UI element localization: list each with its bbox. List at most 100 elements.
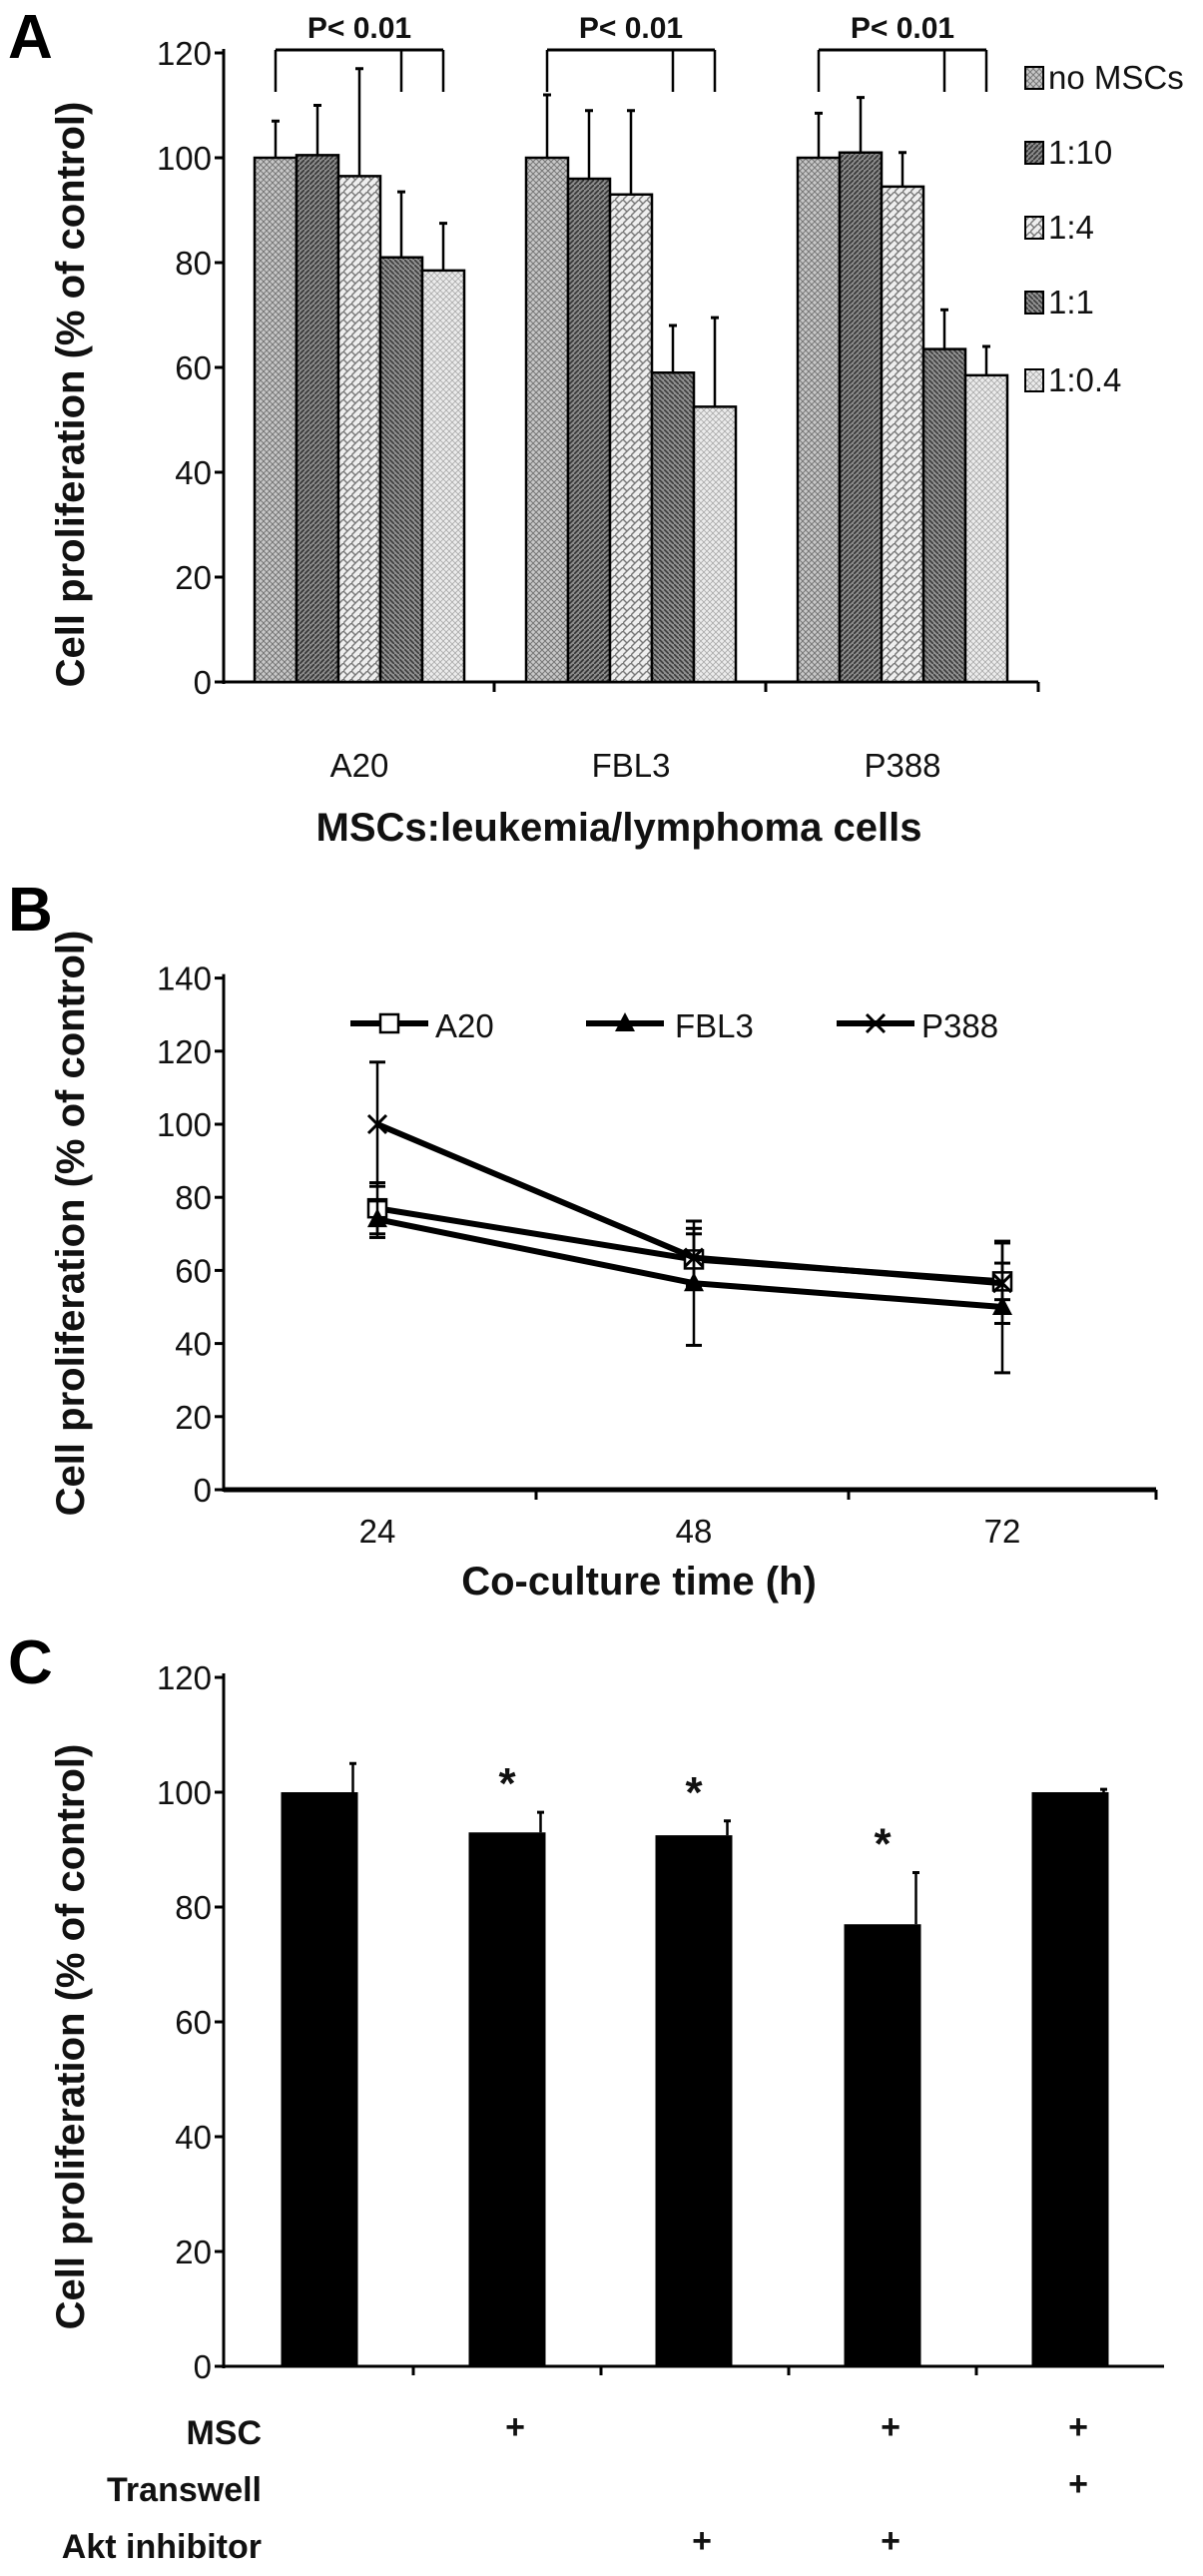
significance-bracket	[817, 48, 988, 92]
plus-mark: +	[692, 2522, 712, 2560]
p-value-label: P< 0.01	[579, 12, 683, 45]
y-tick-label: 80	[175, 245, 212, 282]
y-tick-label: 40	[175, 2119, 212, 2156]
x-tick-label: A20	[330, 747, 389, 784]
plus-mark: +	[505, 2408, 525, 2446]
bar	[796, 156, 842, 684]
bar	[420, 269, 466, 684]
bar	[1031, 1792, 1109, 2366]
legend-swatch	[1024, 66, 1044, 90]
bar	[655, 1835, 733, 2366]
x-tick-label: 72	[984, 1513, 1021, 1550]
y-axis-title: Cell proliferation (% of control)	[49, 1744, 93, 2330]
legend-item	[1024, 216, 1044, 240]
y-tick-label: 0	[194, 2348, 212, 2385]
y-tick-label: 100	[157, 140, 212, 177]
bar-2	[468, 1810, 546, 2366]
y-tick-label: 80	[175, 1179, 212, 1216]
plus-mark: +	[881, 2408, 901, 2446]
y-axis-title: Cell proliferation (% of control)	[49, 931, 93, 1517]
bar	[253, 156, 299, 684]
bar	[566, 177, 612, 684]
legend-item	[586, 1012, 664, 1031]
bar	[524, 156, 570, 684]
bar-5	[1031, 1787, 1109, 2366]
legend-item	[1024, 368, 1044, 392]
legend-swatch	[1024, 368, 1044, 392]
legend-item	[1024, 291, 1044, 315]
bar	[468, 1832, 546, 2366]
bar-group-fbl3	[524, 93, 738, 684]
y-tick-label: 20	[175, 559, 212, 596]
y-tick-label: 0	[194, 1472, 212, 1509]
legend-swatch	[1024, 291, 1044, 315]
legend-label: 1:4	[1048, 209, 1094, 246]
y-tick-label: 60	[175, 349, 212, 386]
bar	[838, 151, 884, 684]
y-axis-title: Cell proliferation (% of control)	[49, 102, 93, 688]
x-tick-label: 48	[676, 1513, 713, 1550]
y-tick-label: 140	[157, 961, 212, 997]
x-marker	[991, 1273, 1013, 1294]
series-line	[376, 1205, 1003, 1285]
legend-item	[350, 1012, 428, 1034]
legend-label: 1:10	[1048, 134, 1112, 171]
significance-asterisk: *	[498, 1759, 516, 1808]
condition-label: MSC	[186, 2414, 262, 2452]
x-marker	[683, 1247, 705, 1268]
bar	[921, 347, 967, 684]
p-value-label: P< 0.01	[851, 12, 954, 45]
significance-bracket	[545, 48, 717, 92]
x-tick-label: FBL3	[592, 747, 671, 784]
triangle-marker	[367, 1208, 387, 1228]
x-marker	[366, 1113, 388, 1135]
plus-mark: +	[1068, 2465, 1088, 2503]
y-tick-label: 100	[157, 1774, 212, 1811]
legend-label: no MSCs	[1048, 59, 1184, 96]
plus-mark: +	[1068, 2408, 1088, 2446]
triangle-marker	[615, 1012, 635, 1031]
bar	[378, 256, 424, 684]
y-tick-label: 120	[157, 35, 212, 72]
series-p388	[366, 1060, 1013, 1325]
panel-label-b: B	[8, 876, 53, 945]
y-tick-label: 80	[175, 1889, 212, 1926]
condition-label: Transwell	[107, 2471, 262, 2509]
legend-label: FBL3	[675, 1007, 754, 1044]
bar	[880, 185, 925, 684]
bar-4	[844, 1871, 921, 2366]
p-value-label: P< 0.01	[307, 12, 411, 45]
legend-swatch	[1024, 216, 1044, 240]
bar-3	[655, 1819, 733, 2366]
panel-label-a: A	[8, 3, 53, 72]
bar	[844, 1924, 921, 2366]
square-marker	[378, 1012, 400, 1034]
y-tick-label: 60	[175, 2004, 212, 2041]
bar	[608, 193, 654, 684]
bar	[281, 1792, 358, 2366]
legend-label: 1:1	[1048, 284, 1094, 321]
condition-label: Akt inhibitor	[62, 2528, 262, 2566]
y-tick-label: 40	[175, 454, 212, 491]
x-marker	[865, 1012, 887, 1034]
legend-swatch	[1024, 141, 1044, 165]
plus-mark: +	[881, 2522, 901, 2560]
significance-asterisk: *	[685, 1768, 703, 1817]
bar	[963, 373, 1009, 684]
legend-label: P388	[921, 1007, 998, 1044]
x-axis-title: Co-culture time (h)	[461, 1560, 817, 1604]
y-tick-label: 0	[194, 664, 212, 701]
y-tick-label: 100	[157, 1106, 212, 1143]
bar-group-p388	[796, 96, 1009, 684]
x-tick-label: P388	[864, 747, 940, 784]
legend-item	[837, 1012, 914, 1034]
bar-group-a20	[253, 67, 466, 684]
y-tick-label: 20	[175, 1399, 212, 1436]
legend-label: A20	[435, 1007, 494, 1044]
legend-label: 1:0.4	[1048, 361, 1121, 398]
y-tick-label: 120	[157, 1659, 212, 1696]
significance-bracket	[274, 48, 445, 92]
bar-1	[281, 1761, 358, 2366]
legend-item	[1024, 66, 1044, 90]
